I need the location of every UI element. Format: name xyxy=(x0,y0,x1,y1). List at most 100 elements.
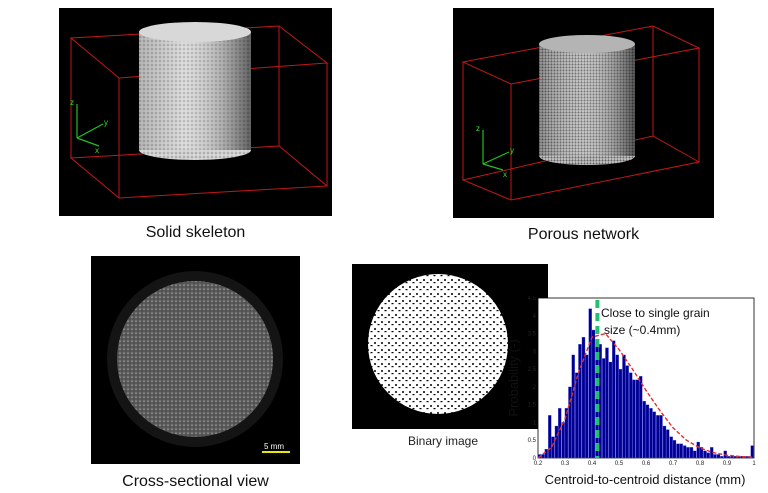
y-tick-label: 2 xyxy=(533,385,537,391)
histogram-bar xyxy=(625,365,629,459)
axis-triad: z y x xyxy=(476,124,514,179)
x-tick-label: 0.2 xyxy=(534,461,543,467)
annotation-line-1: Close to single grain xyxy=(601,306,710,320)
solid-cylinder xyxy=(139,22,251,160)
fitted-distribution-curve xyxy=(537,332,755,459)
histogram-bar xyxy=(679,443,683,459)
x-tick-label: 0.9 xyxy=(723,461,732,467)
histogram-bar xyxy=(578,344,582,459)
histogram-bar xyxy=(689,447,694,459)
histogram-bar xyxy=(548,415,552,459)
histogram-bar xyxy=(672,440,677,459)
histogram-bar xyxy=(666,429,670,459)
axis-ticks: 0.2 0.3 0.4 0.5 0.6 0.7 0.8 0.9 1 0 0.5 1 1.5 2 2.5 3 3.… xyxy=(528,296,757,467)
y-tick-label: 1 xyxy=(533,420,537,426)
histogram-bar xyxy=(676,443,680,459)
histogram-bar xyxy=(571,354,575,459)
x-tick-label: 0.8 xyxy=(696,461,705,467)
porous-network-render: z y x xyxy=(461,25,701,201)
histogram-bar xyxy=(733,456,737,459)
histogram-bar xyxy=(649,408,653,459)
histogram-bar xyxy=(750,445,754,459)
histogram-bar xyxy=(703,450,707,459)
histogram-bar xyxy=(642,400,646,459)
y-tick-label: 0.5 xyxy=(528,438,537,444)
histogram-bar xyxy=(629,372,633,459)
x-tick-label: 0.7 xyxy=(669,461,678,467)
cross-section-render: 5 mm xyxy=(107,271,290,453)
x-tick-label: 0.6 xyxy=(642,461,651,467)
histogram-bar xyxy=(612,340,616,459)
histogram-bar xyxy=(554,425,559,459)
solid-skeleton-render: z y x xyxy=(69,22,329,199)
axis-label-y: y xyxy=(104,118,108,127)
x-tick-label: 0.4 xyxy=(588,461,597,467)
x-tick-label: 1 xyxy=(752,461,756,467)
histogram-bar xyxy=(693,450,697,459)
histogram-bar xyxy=(635,379,640,459)
y-axis-label: Probability (-) xyxy=(506,339,521,416)
caption-porous-network: Porous network xyxy=(527,226,640,243)
histogram-bar xyxy=(541,454,545,459)
x-axis-label: Centroid-to-centroid distance (mm) xyxy=(545,472,746,487)
histogram-bar xyxy=(656,415,660,459)
axis-triad: z y x xyxy=(70,98,108,155)
porous-cylinder xyxy=(539,35,635,165)
histogram-bar xyxy=(639,376,643,459)
histogram-bar xyxy=(706,452,710,459)
histogram-bar xyxy=(726,456,731,459)
histogram-bar xyxy=(605,347,609,459)
histogram-bar xyxy=(608,361,613,459)
histogram-bar xyxy=(561,422,565,459)
histogram-bar xyxy=(602,358,606,459)
sample-cross-section xyxy=(117,281,273,437)
histogram-bar xyxy=(551,436,555,459)
histogram-bar xyxy=(662,425,667,459)
histogram-bar xyxy=(716,454,721,459)
histogram-bar xyxy=(564,408,569,459)
histogram-bar xyxy=(544,448,548,459)
x-tick-label: 0.3 xyxy=(561,461,570,467)
solid-skeleton-panel: z y x xyxy=(59,8,332,216)
y-tick-label: 4 xyxy=(533,314,537,320)
annotation-line-2: size (~0.4mm) xyxy=(604,323,680,337)
histogram-bar xyxy=(598,344,602,459)
histogram-bar xyxy=(696,441,700,459)
histogram-bar xyxy=(618,368,623,459)
caption-solid-skeleton: Solid skeleton xyxy=(145,224,246,241)
histogram-bar xyxy=(659,415,663,459)
x-tick-label: 0.5 xyxy=(615,461,624,467)
histogram-bar xyxy=(683,445,687,459)
y-tick-label: 2.5 xyxy=(528,367,537,373)
histogram-bar xyxy=(615,354,619,459)
histogram-bar xyxy=(652,411,656,459)
histogram-bar xyxy=(699,447,704,459)
porous-network-panel: z y x xyxy=(453,8,714,218)
axis-label-y: y xyxy=(510,146,514,155)
histogram-bar xyxy=(686,447,690,459)
histogram-bar xyxy=(720,456,724,459)
y-tick-label: 3 xyxy=(533,349,537,355)
scalebar-label: 5 mm xyxy=(264,442,284,451)
histogram-bar xyxy=(669,436,673,459)
histogram-bar xyxy=(581,336,586,459)
cross-section-panel: 5 mm xyxy=(91,256,300,464)
histogram-bar xyxy=(645,404,650,459)
y-tick-label: 1.5 xyxy=(528,403,537,409)
histogram-bar xyxy=(713,454,717,459)
distance-histogram: 0.2 0.3 0.4 0.5 0.6 0.7 0.8 0.9 1 0 0.5 1 1.5 2 2.5 3 3.… xyxy=(506,296,757,487)
axis-label-x: x xyxy=(503,170,507,179)
histogram-bar xyxy=(632,379,636,459)
histogram-bar xyxy=(622,354,626,459)
histogram-bar xyxy=(575,372,579,459)
histogram-bar xyxy=(591,329,596,459)
caption-cross-section: Cross-sectional view xyxy=(122,473,269,490)
axis-label-x: x xyxy=(95,146,99,155)
y-tick-label: 4.5 xyxy=(528,296,537,302)
binary-cross-section xyxy=(368,274,508,414)
caption-binary-image: Binary image xyxy=(408,434,479,448)
binary-image-panel xyxy=(352,264,548,429)
y-tick-label: 3.5 xyxy=(528,332,537,338)
axis-label-z: z xyxy=(70,98,74,107)
y-tick-label: 0 xyxy=(533,456,537,462)
